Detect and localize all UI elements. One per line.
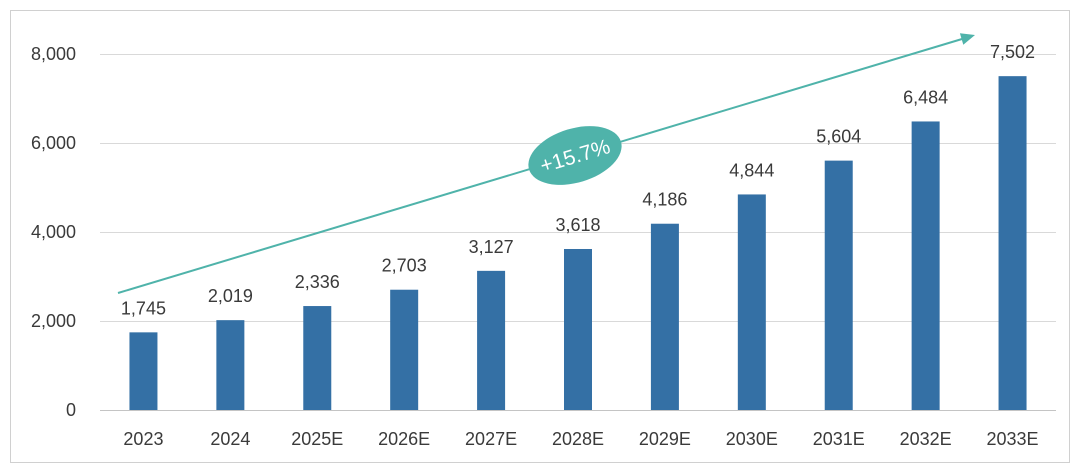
y-tick-label: 8,000 [31, 44, 76, 64]
chart-border [10, 10, 1070, 463]
x-axis: 2023 2024 2025E 2026E 2027E 2028E 2029E 2030E 20… [123, 429, 1038, 449]
value-label: 4,844 [729, 160, 774, 180]
bar [216, 320, 245, 410]
y-tick-label: 2,000 [31, 311, 76, 331]
value-label: 7,502 [990, 42, 1035, 62]
value-label: 6,484 [903, 87, 948, 107]
bars [129, 76, 1027, 410]
x-tick-label: 2029E [639, 429, 691, 449]
y-tick-label: 6,000 [31, 133, 76, 153]
data-labels: 1,745 2,019 2,336 2,703 3,127 3,618 4,186 4,844… [121, 42, 1035, 318]
value-label: 5,604 [816, 127, 861, 147]
bar [911, 121, 940, 410]
bar [998, 76, 1027, 410]
bar [737, 194, 766, 410]
x-tick-label: 2025E [291, 429, 343, 449]
value-label: 2,019 [208, 286, 253, 306]
x-tick-label: 2024 [210, 429, 250, 449]
value-label: 4,186 [642, 190, 687, 210]
bar [564, 248, 592, 410]
x-tick-label: 2023 [123, 429, 163, 449]
growth-badge: +15.7% [528, 126, 622, 185]
bar [390, 289, 419, 410]
value-label: 2,336 [295, 272, 340, 292]
growth-badge-oval [528, 126, 622, 185]
trend-arrow-head [959, 33, 975, 45]
y-axis: 0 2,000 4,000 6,000 8,000 [31, 44, 76, 420]
y-tick-label: 0 [66, 400, 76, 420]
value-label: 3,127 [469, 237, 514, 257]
x-tick-label: 2032E [900, 429, 952, 449]
value-label: 3,618 [555, 215, 600, 235]
bar [477, 270, 506, 410]
x-tick-label: 2031E [813, 429, 865, 449]
value-label: 2,703 [382, 256, 427, 276]
y-tick-label: 4,000 [31, 222, 76, 242]
bar [303, 306, 332, 410]
value-label: 1,745 [121, 298, 166, 318]
x-tick-label: 2026E [378, 429, 430, 449]
bar [650, 223, 679, 410]
x-tick-label: 2027E [465, 429, 517, 449]
bar [824, 160, 853, 410]
x-tick-label: 2028E [552, 429, 604, 449]
bar [129, 332, 158, 410]
x-tick-label: 2033E [987, 429, 1039, 449]
x-tick-label: 2030E [726, 429, 778, 449]
gridlines [100, 54, 1056, 411]
